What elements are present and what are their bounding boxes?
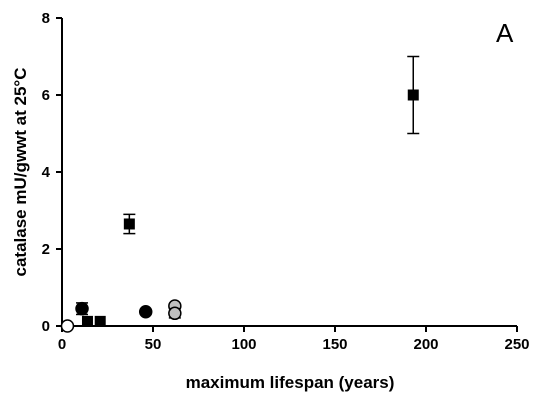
x-axis-title: maximum lifespan (years) [186, 373, 395, 392]
y-tick-label: 0 [42, 318, 50, 335]
y-tick-label: 8 [42, 10, 50, 27]
square-marker [94, 315, 106, 327]
data-point [81, 315, 93, 327]
square-marker [123, 218, 135, 230]
data-point [94, 315, 106, 327]
y-tick-label: 6 [42, 87, 50, 104]
x-tick-label: 250 [504, 336, 529, 353]
data-point [60, 319, 75, 333]
circle-marker [60, 319, 75, 333]
y-axis-title: catalase mU/gwwt at 25°C [11, 68, 30, 277]
y-tick-label: 2 [42, 241, 50, 258]
axes [61, 18, 517, 327]
data-point [123, 213, 136, 235]
circle-marker [75, 301, 89, 316]
data-point [407, 55, 420, 135]
square-marker [81, 315, 93, 327]
x-ticks: 0 50 100 150 200 250 [58, 326, 530, 353]
circle-marker [138, 305, 153, 319]
data-point [75, 301, 89, 316]
panel-label: A [496, 18, 514, 48]
x-tick-label: 100 [231, 336, 256, 353]
y-ticks: 0 2 4 6 8 [42, 10, 62, 335]
x-tick-label: 50 [145, 336, 162, 353]
data-point [168, 306, 182, 321]
data-point [138, 305, 153, 319]
x-tick-label: 0 [58, 336, 66, 353]
x-tick-label: 150 [322, 336, 347, 353]
square-marker [407, 89, 419, 101]
circle-marker [168, 306, 182, 321]
x-tick-label: 200 [413, 336, 438, 353]
y-tick-label: 4 [42, 164, 51, 181]
data-points [60, 55, 420, 333]
